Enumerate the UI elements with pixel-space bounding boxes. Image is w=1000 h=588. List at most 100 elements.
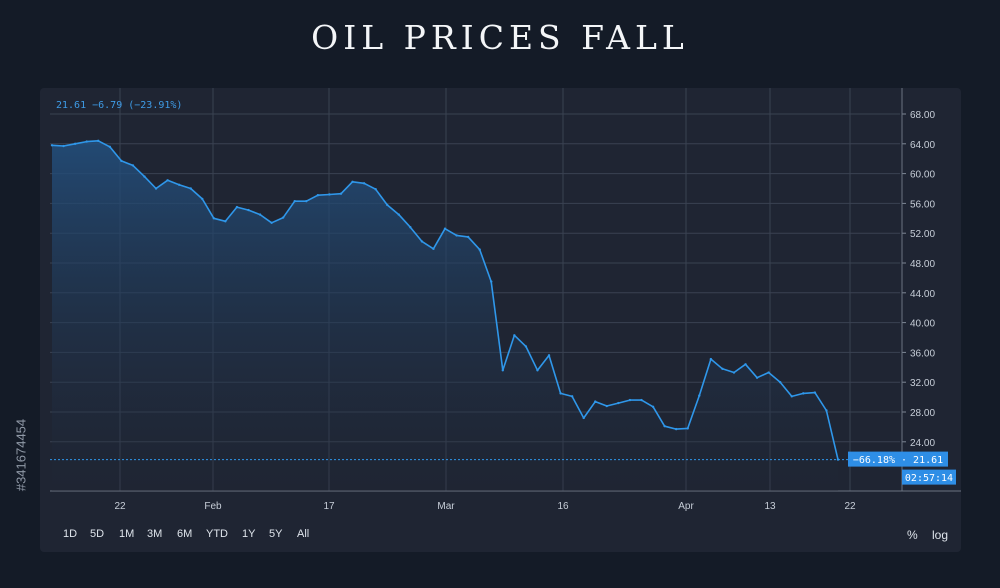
range-button-6m[interactable]: 6M bbox=[177, 528, 193, 540]
price-point bbox=[339, 192, 343, 195]
price-point bbox=[559, 392, 562, 395]
price-point bbox=[779, 381, 782, 384]
price-point bbox=[490, 280, 493, 283]
x-tick-label: 13 bbox=[764, 501, 776, 512]
range-button-ytd[interactable]: YTD bbox=[206, 528, 228, 540]
x-tick-label: 22 bbox=[114, 501, 126, 512]
price-point bbox=[617, 401, 620, 405]
price-point bbox=[143, 175, 146, 178]
price-point bbox=[605, 404, 609, 408]
price-point bbox=[755, 376, 759, 379]
price-point bbox=[409, 226, 412, 229]
price-point bbox=[316, 194, 320, 197]
price-point bbox=[386, 203, 389, 207]
price-point bbox=[536, 369, 539, 372]
range-button-1d[interactable]: 1D bbox=[63, 528, 78, 540]
price-point bbox=[305, 199, 308, 203]
x-tick-label: 22 bbox=[844, 501, 856, 512]
price-point bbox=[732, 371, 736, 374]
price-point bbox=[374, 188, 377, 191]
price-point bbox=[212, 217, 216, 220]
price-point bbox=[570, 395, 574, 398]
price-point bbox=[686, 427, 689, 430]
page-title: OIL PRICES FALL bbox=[311, 18, 689, 57]
price-point bbox=[825, 409, 828, 412]
x-tick-label: 17 bbox=[323, 501, 335, 512]
price-point bbox=[50, 144, 54, 147]
range-button-all[interactable]: All bbox=[297, 528, 310, 540]
price-point bbox=[628, 398, 632, 402]
price-point bbox=[432, 247, 435, 251]
price-point bbox=[513, 334, 516, 337]
price-point bbox=[108, 145, 111, 148]
price-point bbox=[466, 235, 470, 239]
price-point bbox=[478, 248, 481, 251]
price-point bbox=[131, 164, 135, 167]
log-scale-button[interactable]: log bbox=[932, 528, 949, 542]
price-point bbox=[224, 220, 227, 223]
price-point bbox=[177, 183, 181, 186]
price-point bbox=[744, 363, 747, 366]
y-tick-label: 60.00 bbox=[910, 170, 935, 181]
y-tick-label: 40.00 bbox=[910, 319, 935, 330]
price-point bbox=[62, 144, 65, 148]
price-point bbox=[721, 367, 724, 370]
price-point bbox=[73, 142, 77, 145]
stock-id-watermark: #341674454 bbox=[6, 350, 36, 560]
chart-panel: 68.00 64.00 60.00 56.00 52.00 48.00 44.00 40.00… bbox=[40, 88, 961, 552]
range-toolbar: 1D 5D 1M 3M 6M YTD 1Y 5Y All% log bbox=[40, 518, 961, 548]
price-point bbox=[154, 187, 158, 190]
price-point bbox=[270, 221, 273, 224]
price-point bbox=[328, 193, 331, 196]
range-button-5y[interactable]: 5Y bbox=[269, 528, 283, 540]
y-tick-label: 52.00 bbox=[910, 229, 935, 240]
y-tick-label: 64.00 bbox=[910, 140, 935, 151]
price-point bbox=[443, 227, 447, 230]
price-point bbox=[651, 405, 655, 408]
price-point bbox=[674, 427, 678, 431]
price-point bbox=[790, 395, 793, 398]
y-tick-label: 68.00 bbox=[910, 110, 935, 121]
price-point bbox=[189, 187, 192, 190]
price-point bbox=[97, 139, 100, 143]
range-button-1m[interactable]: 1M bbox=[119, 528, 135, 540]
countdown-tag bbox=[902, 469, 956, 485]
price-point bbox=[698, 394, 701, 397]
price-point bbox=[281, 216, 285, 219]
price-point bbox=[640, 398, 643, 402]
price-point bbox=[362, 182, 366, 185]
last-price-tag-label: −66.18% · 21.61 bbox=[853, 455, 943, 466]
price-point bbox=[501, 369, 504, 372]
price-point bbox=[120, 159, 123, 163]
range-button-5d[interactable]: 5D bbox=[90, 528, 105, 540]
x-tick-label: 16 bbox=[557, 501, 569, 512]
price-point bbox=[397, 213, 400, 216]
countdown-tag-label: 02:57:14 bbox=[905, 473, 953, 484]
last-price-tag bbox=[848, 451, 948, 467]
y-tick-label: 28.00 bbox=[910, 408, 935, 419]
price-point bbox=[594, 400, 597, 403]
x-tick-label: Feb bbox=[204, 501, 222, 512]
price-change-summary: 21.61 −6.79 (−23.91%) bbox=[56, 100, 183, 111]
price-area bbox=[52, 140, 838, 492]
price-point bbox=[767, 371, 770, 374]
price-point bbox=[85, 140, 88, 143]
range-button-1y[interactable]: 1Y bbox=[242, 528, 256, 540]
percent-scale-button[interactable]: % bbox=[907, 528, 918, 542]
price-point bbox=[247, 208, 250, 212]
price-point bbox=[709, 357, 713, 361]
x-tick-label: Mar bbox=[437, 501, 455, 512]
price-point bbox=[663, 424, 666, 428]
price-point bbox=[802, 392, 805, 395]
price-point bbox=[420, 240, 424, 243]
price-point bbox=[258, 213, 262, 216]
price-point bbox=[201, 197, 204, 201]
price-chart[interactable]: 68.00 64.00 60.00 56.00 52.00 48.00 44.00 40.00… bbox=[40, 88, 961, 518]
y-tick-label: 44.00 bbox=[910, 289, 935, 300]
price-point bbox=[235, 205, 239, 209]
price-point bbox=[166, 179, 169, 182]
price-point bbox=[813, 391, 817, 394]
range-button-3m[interactable]: 3M bbox=[147, 528, 163, 540]
y-tick-label: 32.00 bbox=[910, 378, 935, 389]
price-point bbox=[455, 234, 458, 237]
